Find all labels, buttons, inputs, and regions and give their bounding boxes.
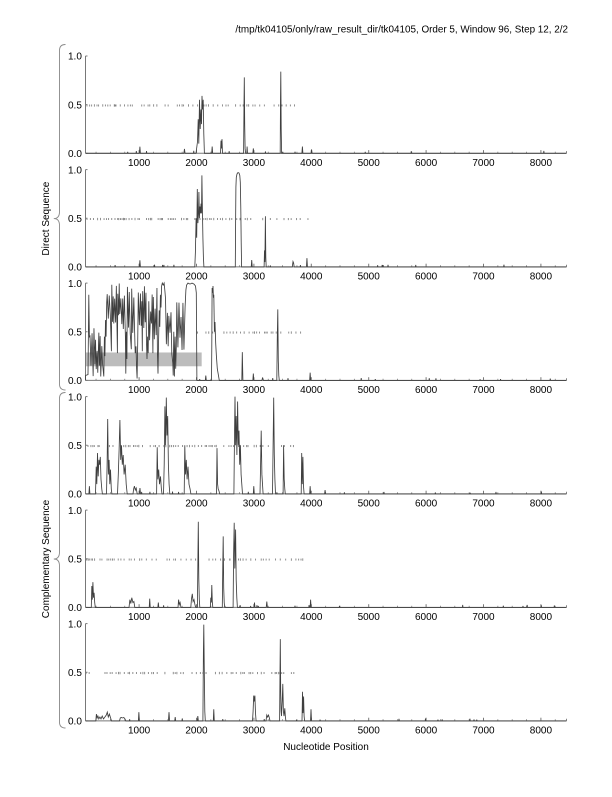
svg-text:3000: 3000 [243,385,266,396]
svg-text:6000: 6000 [415,158,438,169]
svg-text:3000: 3000 [243,612,266,623]
svg-text:2000: 2000 [185,385,208,396]
svg-text:4000: 4000 [300,726,323,737]
svg-text:Direct Sequence: Direct Sequence [41,181,52,255]
svg-text:2000: 2000 [185,272,208,283]
svg-text:8000: 8000 [530,272,553,283]
svg-text:5000: 5000 [358,726,381,737]
svg-text:Complementary Sequence: Complementary Sequence [41,499,52,618]
svg-text:Nucleotide Position: Nucleotide Position [283,742,369,753]
svg-text:0.5: 0.5 [68,668,82,679]
svg-text:0.0: 0.0 [68,603,82,614]
svg-text:7000: 7000 [472,272,495,283]
svg-text:1.0: 1.0 [68,506,82,517]
svg-text:1000: 1000 [128,726,151,737]
svg-text:0.5: 0.5 [68,100,82,111]
svg-text:4000: 4000 [300,612,323,623]
svg-text:5000: 5000 [358,272,381,283]
svg-text:1000: 1000 [128,612,151,623]
svg-text:7000: 7000 [472,158,495,169]
svg-text:8000: 8000 [530,499,553,510]
svg-text:3000: 3000 [243,158,266,169]
svg-text:4000: 4000 [300,499,323,510]
svg-text:0.5: 0.5 [68,327,82,338]
svg-text:0.0: 0.0 [68,717,82,728]
svg-text:0.5: 0.5 [68,214,82,225]
svg-text:7000: 7000 [472,385,495,396]
svg-text:6000: 6000 [415,272,438,283]
svg-text:0.0: 0.0 [68,263,82,274]
svg-text:3000: 3000 [243,726,266,737]
svg-text:7000: 7000 [472,726,495,737]
svg-text:4000: 4000 [300,158,323,169]
svg-text:0.0: 0.0 [68,376,82,387]
svg-text:6000: 6000 [415,612,438,623]
svg-text:1000: 1000 [128,499,151,510]
svg-text:1.0: 1.0 [68,165,82,176]
svg-text:7000: 7000 [472,499,495,510]
svg-text:7000: 7000 [472,612,495,623]
svg-text:0.5: 0.5 [68,554,82,565]
svg-text:1.0: 1.0 [68,392,82,403]
svg-text:2000: 2000 [185,158,208,169]
svg-text:1000: 1000 [128,158,151,169]
svg-text:5000: 5000 [358,612,381,623]
svg-text:2000: 2000 [185,499,208,510]
svg-text:6000: 6000 [415,385,438,396]
svg-text:1000: 1000 [128,385,151,396]
svg-text:1.0: 1.0 [68,52,82,63]
svg-text:2000: 2000 [185,612,208,623]
svg-text:8000: 8000 [530,612,553,623]
svg-text:3000: 3000 [243,272,266,283]
svg-text:/tmp/tk04105/only/raw_result_d: /tmp/tk04105/only/raw_result_dir/tk04105… [235,25,568,36]
svg-text:1.0: 1.0 [68,619,82,630]
svg-text:1000: 1000 [128,272,151,283]
svg-text:4000: 4000 [300,385,323,396]
svg-text:0.0: 0.0 [68,149,82,160]
svg-text:5000: 5000 [358,158,381,169]
svg-text:8000: 8000 [530,158,553,169]
svg-text:8000: 8000 [530,385,553,396]
svg-text:1.0: 1.0 [68,279,82,290]
svg-text:8000: 8000 [530,726,553,737]
svg-text:6000: 6000 [415,499,438,510]
svg-text:0.5: 0.5 [68,441,82,452]
svg-text:5000: 5000 [358,499,381,510]
svg-text:0.0: 0.0 [68,490,82,501]
svg-text:6000: 6000 [415,726,438,737]
svg-text:2000: 2000 [185,726,208,737]
svg-text:3000: 3000 [243,499,266,510]
svg-text:5000: 5000 [358,385,381,396]
svg-text:4000: 4000 [300,272,323,283]
